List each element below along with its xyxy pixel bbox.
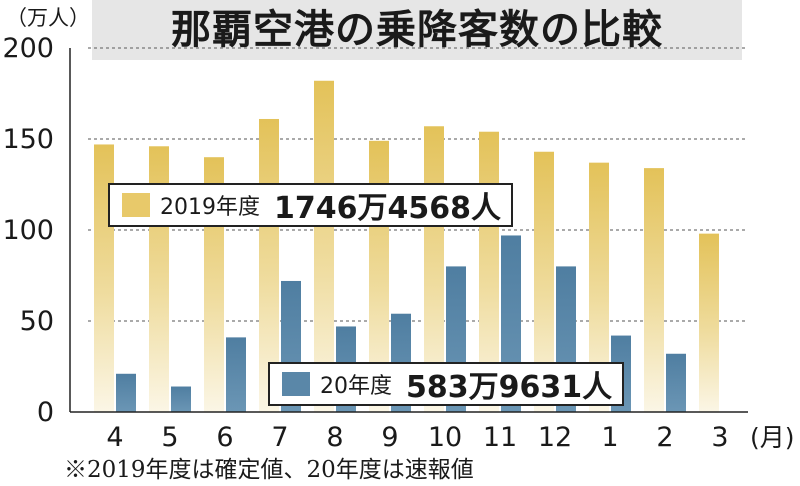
title-background bbox=[92, 0, 742, 60]
legend-swatch-2020 bbox=[282, 372, 310, 396]
bar-2019-8 bbox=[314, 80, 334, 412]
y-tick-label: 100 bbox=[2, 215, 54, 246]
x-tick-label: 11 bbox=[483, 422, 517, 453]
x-tick-label: 9 bbox=[381, 422, 398, 453]
legend-2019: 2019年度 1746万4568人 bbox=[108, 183, 513, 227]
y-tick-label: 200 bbox=[2, 33, 54, 64]
x-tick-label: 8 bbox=[326, 422, 343, 453]
bar-2020-5 bbox=[171, 386, 191, 412]
bar-2020-6 bbox=[226, 337, 246, 412]
x-tick-label: 12 bbox=[538, 422, 572, 453]
y-tick-label: 0 bbox=[37, 397, 54, 428]
bar-2019-3 bbox=[699, 233, 719, 412]
x-tick-label: 6 bbox=[216, 422, 233, 453]
x-tick-label: 10 bbox=[428, 422, 462, 453]
footnote: ※2019年度は確定値、20年度は速報値 bbox=[64, 457, 474, 483]
bar-2020-2 bbox=[666, 353, 686, 412]
legend-total-2019: 1746万4568人 bbox=[274, 191, 501, 226]
chart-title: 那覇空港の乗降客数の比較 bbox=[171, 7, 663, 53]
legend-total-2020: 583万9631人 bbox=[406, 370, 613, 405]
y-tick-label: 150 bbox=[2, 124, 54, 155]
x-tick-label: 2 bbox=[656, 422, 673, 453]
x-tick-label: 7 bbox=[271, 422, 288, 453]
y-axis-unit-label: （万人） bbox=[6, 6, 90, 30]
legend-label-2020: 20年度 bbox=[320, 374, 392, 399]
x-axis-unit-label: (月) bbox=[750, 423, 795, 452]
x-tick-label: 1 bbox=[601, 422, 618, 453]
bar-2019-12 bbox=[534, 151, 554, 413]
legend-2020: 20年度 583万9631人 bbox=[268, 362, 625, 406]
x-tick-label: 5 bbox=[161, 422, 178, 453]
x-tick-label: 3 bbox=[711, 422, 728, 453]
x-tick-label: 4 bbox=[106, 422, 123, 453]
legend-label-2019: 2019年度 bbox=[160, 195, 260, 220]
legend-swatch-2019 bbox=[122, 193, 150, 217]
bar-2019-2 bbox=[644, 168, 664, 412]
y-tick-label: 50 bbox=[20, 306, 54, 337]
bar-2020-4 bbox=[116, 373, 136, 412]
bar-2019-1 bbox=[589, 162, 609, 412]
